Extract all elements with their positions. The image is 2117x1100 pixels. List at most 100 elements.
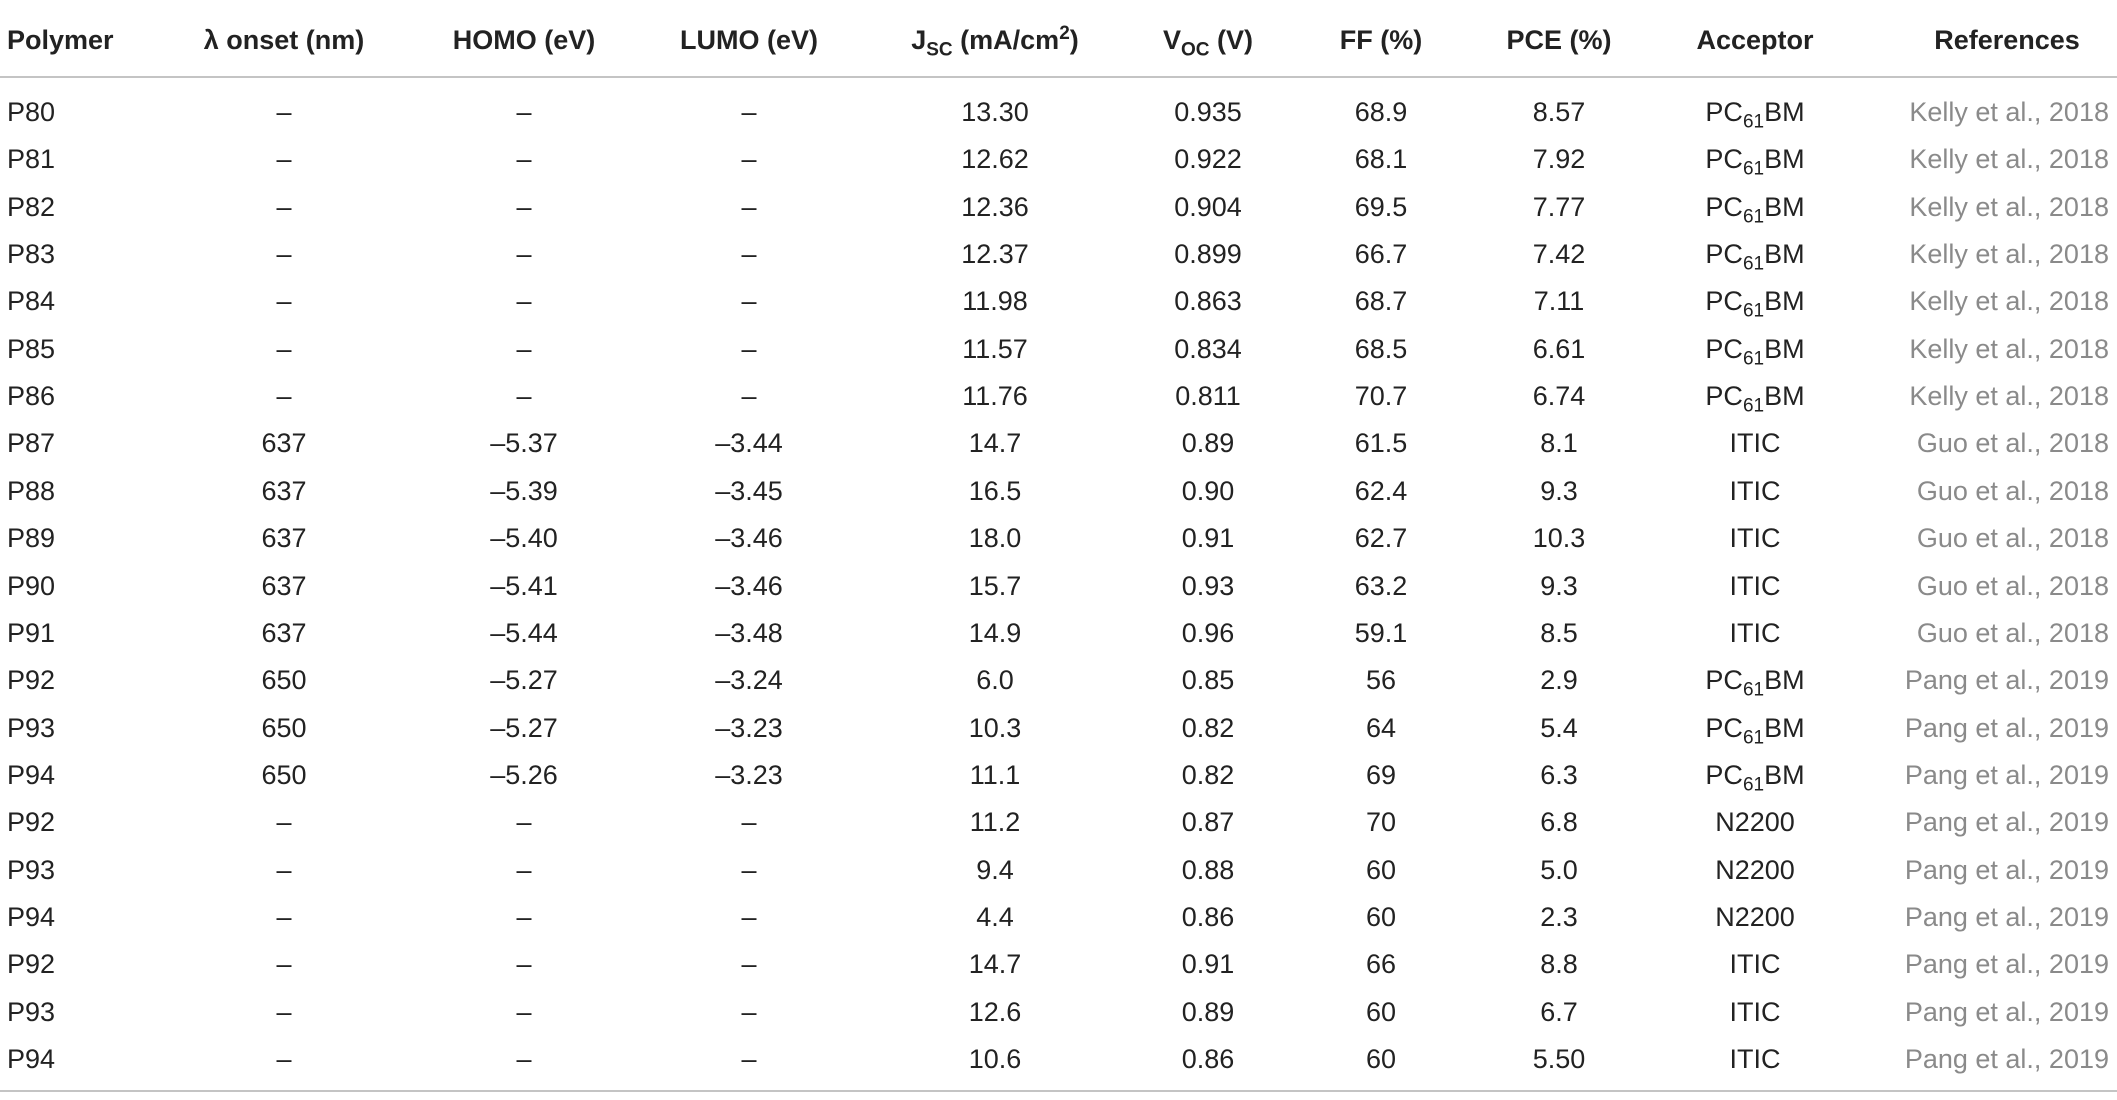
table-cell: 637 [261,475,307,506]
table-cell: PC61BM [1705,96,1804,131]
table-cell: 8.1 [1540,428,1578,459]
table-cell: 56 [1365,665,1397,696]
table-cell: P85 [7,333,56,364]
table-cell: P88 [7,475,56,506]
table-cell: – [516,1044,532,1074]
table-cell: P90 [7,570,56,601]
table-cell: – [741,239,757,270]
table-cell: – [516,333,532,364]
table-cell: 60 [1365,901,1397,932]
table-cell: 6.0 [976,665,1014,696]
table-cell: 61.5 [1354,428,1408,459]
header-cell: PCE (%) [1506,25,1612,55]
table-cell: 12.37 [961,239,1029,270]
table-cell: PC61BM [1705,143,1805,178]
table-cell: ITIC [1729,949,1781,980]
table-cell: PC61BM [1705,664,1804,699]
table-cell: 7.11 [1533,286,1585,317]
table-cell: 0.96 [1181,617,1235,648]
table-cell: 66.7 [1354,239,1408,270]
reference-cell: Pang et al., 2019 [1904,712,2109,743]
reference-cell: Guo et al., 2018 [1916,475,2109,506]
reference-cell: Kelly et al., 2018 [1909,333,2109,364]
table-cell: 10.3 [968,712,1022,743]
table-cell: 14.7 [968,428,1022,459]
text-segment: 61 [1742,300,1765,322]
table-cell: 8.57 [1532,97,1586,127]
text-segment: ) [1069,25,1079,55]
reference-cell: Pang et al., 2019 [1904,665,2109,696]
table-cell: 9.3 [1540,570,1578,601]
text-segment: (mA/cm [952,25,1060,55]
table-cell: – [741,996,757,1027]
table-cell: –5.27 [490,665,558,696]
text-segment: BM [1764,191,1805,222]
text-segment: 61 [1742,253,1765,275]
table-cell: ITIC [1729,523,1781,554]
header-cell: References [1934,25,2080,55]
table-cell: 69.5 [1354,191,1408,222]
table-cell: P83 [7,239,56,270]
table-cell: 68.7 [1354,286,1408,317]
table-cell: – [276,239,292,270]
reference-cell: Pang et al., 2019 [1904,949,2109,980]
text-segment: 61 [1742,679,1765,701]
table-cell: – [276,333,292,364]
text-segment: SC [926,39,953,61]
table-cell: – [516,144,532,175]
table-cell: – [516,996,532,1027]
table-cell: 5.4 [1540,712,1578,743]
table-cell: 14.7 [968,949,1022,980]
table-cell: 70.7 [1354,381,1408,412]
table-cell: 0.904 [1174,191,1242,222]
table-cell: 6.8 [1540,807,1578,838]
reference-cell: Kelly et al., 2018 [1909,97,2109,127]
text-segment: 61 [1742,726,1765,748]
table-cell: – [276,854,292,885]
table-cell: –3.45 [715,475,783,506]
table-cell: 16.5 [968,475,1022,506]
table-cell: P82 [7,191,56,222]
text-segment: 61 [1742,111,1765,133]
table-cell: –3.24 [715,665,783,696]
table-cell: 637 [261,428,307,459]
table-cell: – [276,807,292,838]
table-cell: 11.98 [962,286,1028,317]
table-cell: ITIC [1729,475,1781,506]
table-cell: P94 [7,759,56,790]
table-cell: 14.9 [968,617,1022,648]
reference-cell: Kelly et al., 2018 [1909,239,2109,270]
table-cell: P84 [7,286,56,317]
table-cell: P93 [7,854,56,885]
table-cell: 7.42 [1532,239,1586,270]
header-cell: Polymer [7,25,114,55]
table-cell: 0.834 [1174,333,1242,364]
text-segment: 61 [1742,774,1765,796]
table-cell: – [276,381,292,412]
table-cell: P94 [7,1044,56,1074]
header-cell: Acceptor [1696,25,1814,55]
table-cell: 12.62 [961,144,1029,175]
table-cell: –3.44 [715,428,783,459]
table-cell: 6.74 [1532,381,1586,412]
table-cell: P91 [7,617,56,648]
table-cell: 6.61 [1532,333,1586,364]
table-cell: 69 [1365,759,1397,790]
table-cell: 10.3 [1532,523,1586,554]
table-cell: – [741,191,757,222]
table-cell: P89 [7,523,56,554]
table-cell: 0.89 [1181,428,1235,459]
reference-cell: Pang et al., 2019 [1904,759,2109,790]
text-segment: BM [1764,144,1805,175]
table-cell: –3.48 [715,617,783,648]
table-cell: PC61BM [1705,238,1804,273]
table-cell: – [276,996,292,1027]
table-cell: – [741,333,757,364]
text-segment: PC [1705,191,1743,222]
reference-cell: Guo et al., 2018 [1916,523,2109,554]
table-cell: – [741,144,757,175]
text-segment: PC [1705,712,1743,743]
table-cell: 11.2 [969,807,1021,838]
table-cell: P92 [7,807,56,838]
table-cell: 0.86 [1181,1044,1235,1074]
